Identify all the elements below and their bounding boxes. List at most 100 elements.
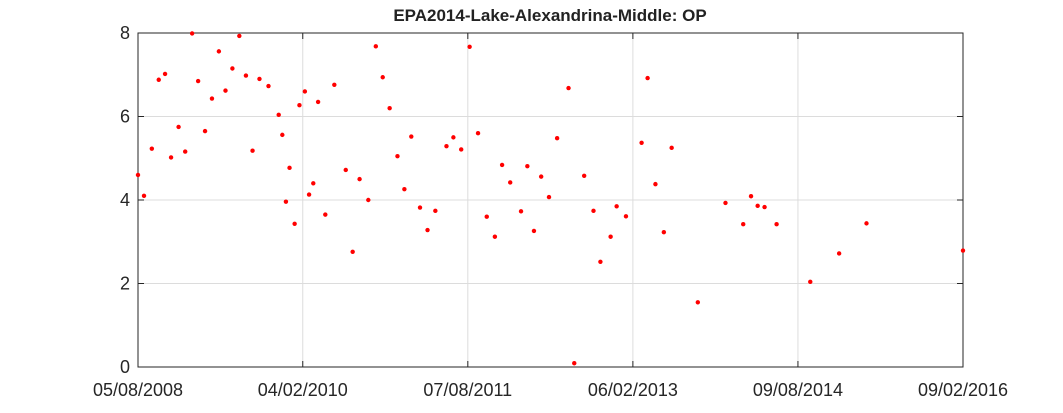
x-tick-label: 09/08/2014 — [753, 380, 843, 400]
data-point — [350, 249, 355, 254]
data-point — [417, 205, 423, 210]
data-point — [836, 251, 842, 256]
data-point — [297, 103, 302, 108]
data-point — [276, 112, 281, 118]
data-point — [237, 33, 242, 39]
data-point — [366, 197, 371, 203]
data-point — [581, 173, 587, 178]
data-point — [808, 279, 813, 285]
data-point — [395, 153, 400, 159]
data-point — [614, 204, 619, 209]
data-point — [598, 259, 603, 264]
data-point — [409, 134, 414, 139]
data-point — [723, 200, 728, 206]
x-tick-label: 04/02/2010 — [258, 380, 348, 400]
data-point — [176, 124, 181, 130]
data-point — [243, 73, 249, 78]
data-point — [283, 199, 289, 204]
data-point — [484, 214, 489, 219]
data-point — [508, 180, 513, 185]
data-point — [572, 361, 577, 366]
data-point — [645, 75, 650, 81]
data-point — [149, 146, 155, 151]
data-point — [433, 208, 438, 214]
data-point — [623, 214, 629, 219]
data-point — [202, 128, 208, 134]
data-point — [538, 174, 544, 179]
chart-title: EPA2014-Lake-Alexandrina-Middle: OP — [393, 6, 707, 25]
data-point — [566, 85, 571, 91]
data-point — [762, 204, 767, 210]
data-point — [402, 186, 407, 192]
data-point — [695, 300, 701, 305]
data-point — [525, 163, 530, 169]
data-point — [141, 193, 147, 199]
data-point — [531, 228, 537, 234]
x-tick-label: 09/02/2016 — [918, 380, 1008, 400]
y-tick-label: 6 — [120, 107, 130, 127]
data-point — [755, 203, 760, 209]
data-point — [518, 209, 524, 214]
data-point — [230, 66, 235, 71]
data-point — [311, 181, 316, 186]
data-point — [162, 71, 168, 77]
data-points — [135, 31, 966, 366]
data-point — [257, 76, 262, 82]
data-point — [183, 149, 188, 154]
data-point — [189, 31, 195, 36]
data-point — [306, 192, 312, 197]
y-tick-label: 4 — [120, 190, 130, 210]
data-point — [425, 227, 430, 233]
data-point — [323, 212, 328, 217]
data-point — [661, 229, 667, 235]
x-tick-label: 06/02/2013 — [588, 380, 678, 400]
data-point — [591, 208, 596, 214]
x-tick-label: 05/08/2008 — [93, 380, 183, 400]
data-point — [266, 83, 271, 89]
x-tick-label: 07/08/2011 — [423, 380, 512, 400]
data-point — [387, 105, 392, 111]
data-point — [280, 132, 285, 138]
data-point — [302, 89, 308, 94]
data-point — [475, 131, 481, 136]
data-point — [639, 140, 644, 146]
data-point — [156, 77, 161, 82]
y-tick-label: 0 — [120, 357, 130, 377]
data-point — [864, 221, 869, 226]
y-tick-label: 8 — [120, 23, 130, 43]
data-point — [380, 75, 385, 80]
data-point — [168, 155, 174, 160]
data-point — [546, 194, 552, 200]
data-point — [499, 162, 505, 168]
data-point — [332, 82, 337, 87]
data-point — [741, 222, 746, 227]
data-point — [554, 136, 560, 141]
data-point — [653, 181, 658, 187]
y-tick-label: 2 — [120, 274, 130, 294]
data-point — [195, 78, 201, 84]
data-point — [343, 167, 348, 173]
data-point — [357, 176, 362, 182]
data-point — [451, 135, 456, 140]
axis-ticks: 05/08/2008 04/02/2010 07/08/2011 06/02/2013… — [93, 23, 1008, 400]
data-point — [444, 143, 449, 149]
data-point — [250, 148, 255, 153]
data-point — [748, 194, 754, 199]
data-point — [467, 44, 472, 49]
data-point — [373, 44, 379, 49]
data-point — [223, 88, 228, 93]
data-point — [216, 49, 222, 54]
data-point — [459, 147, 464, 152]
data-point — [315, 99, 321, 105]
data-point — [135, 172, 141, 178]
data-point — [608, 234, 613, 239]
grid-lines — [137, 32, 964, 368]
data-point — [960, 248, 966, 253]
data-point — [492, 234, 498, 239]
data-point — [209, 96, 215, 101]
data-point — [669, 145, 674, 151]
data-point — [287, 165, 292, 171]
data-point — [292, 221, 297, 226]
data-point — [774, 222, 779, 227]
